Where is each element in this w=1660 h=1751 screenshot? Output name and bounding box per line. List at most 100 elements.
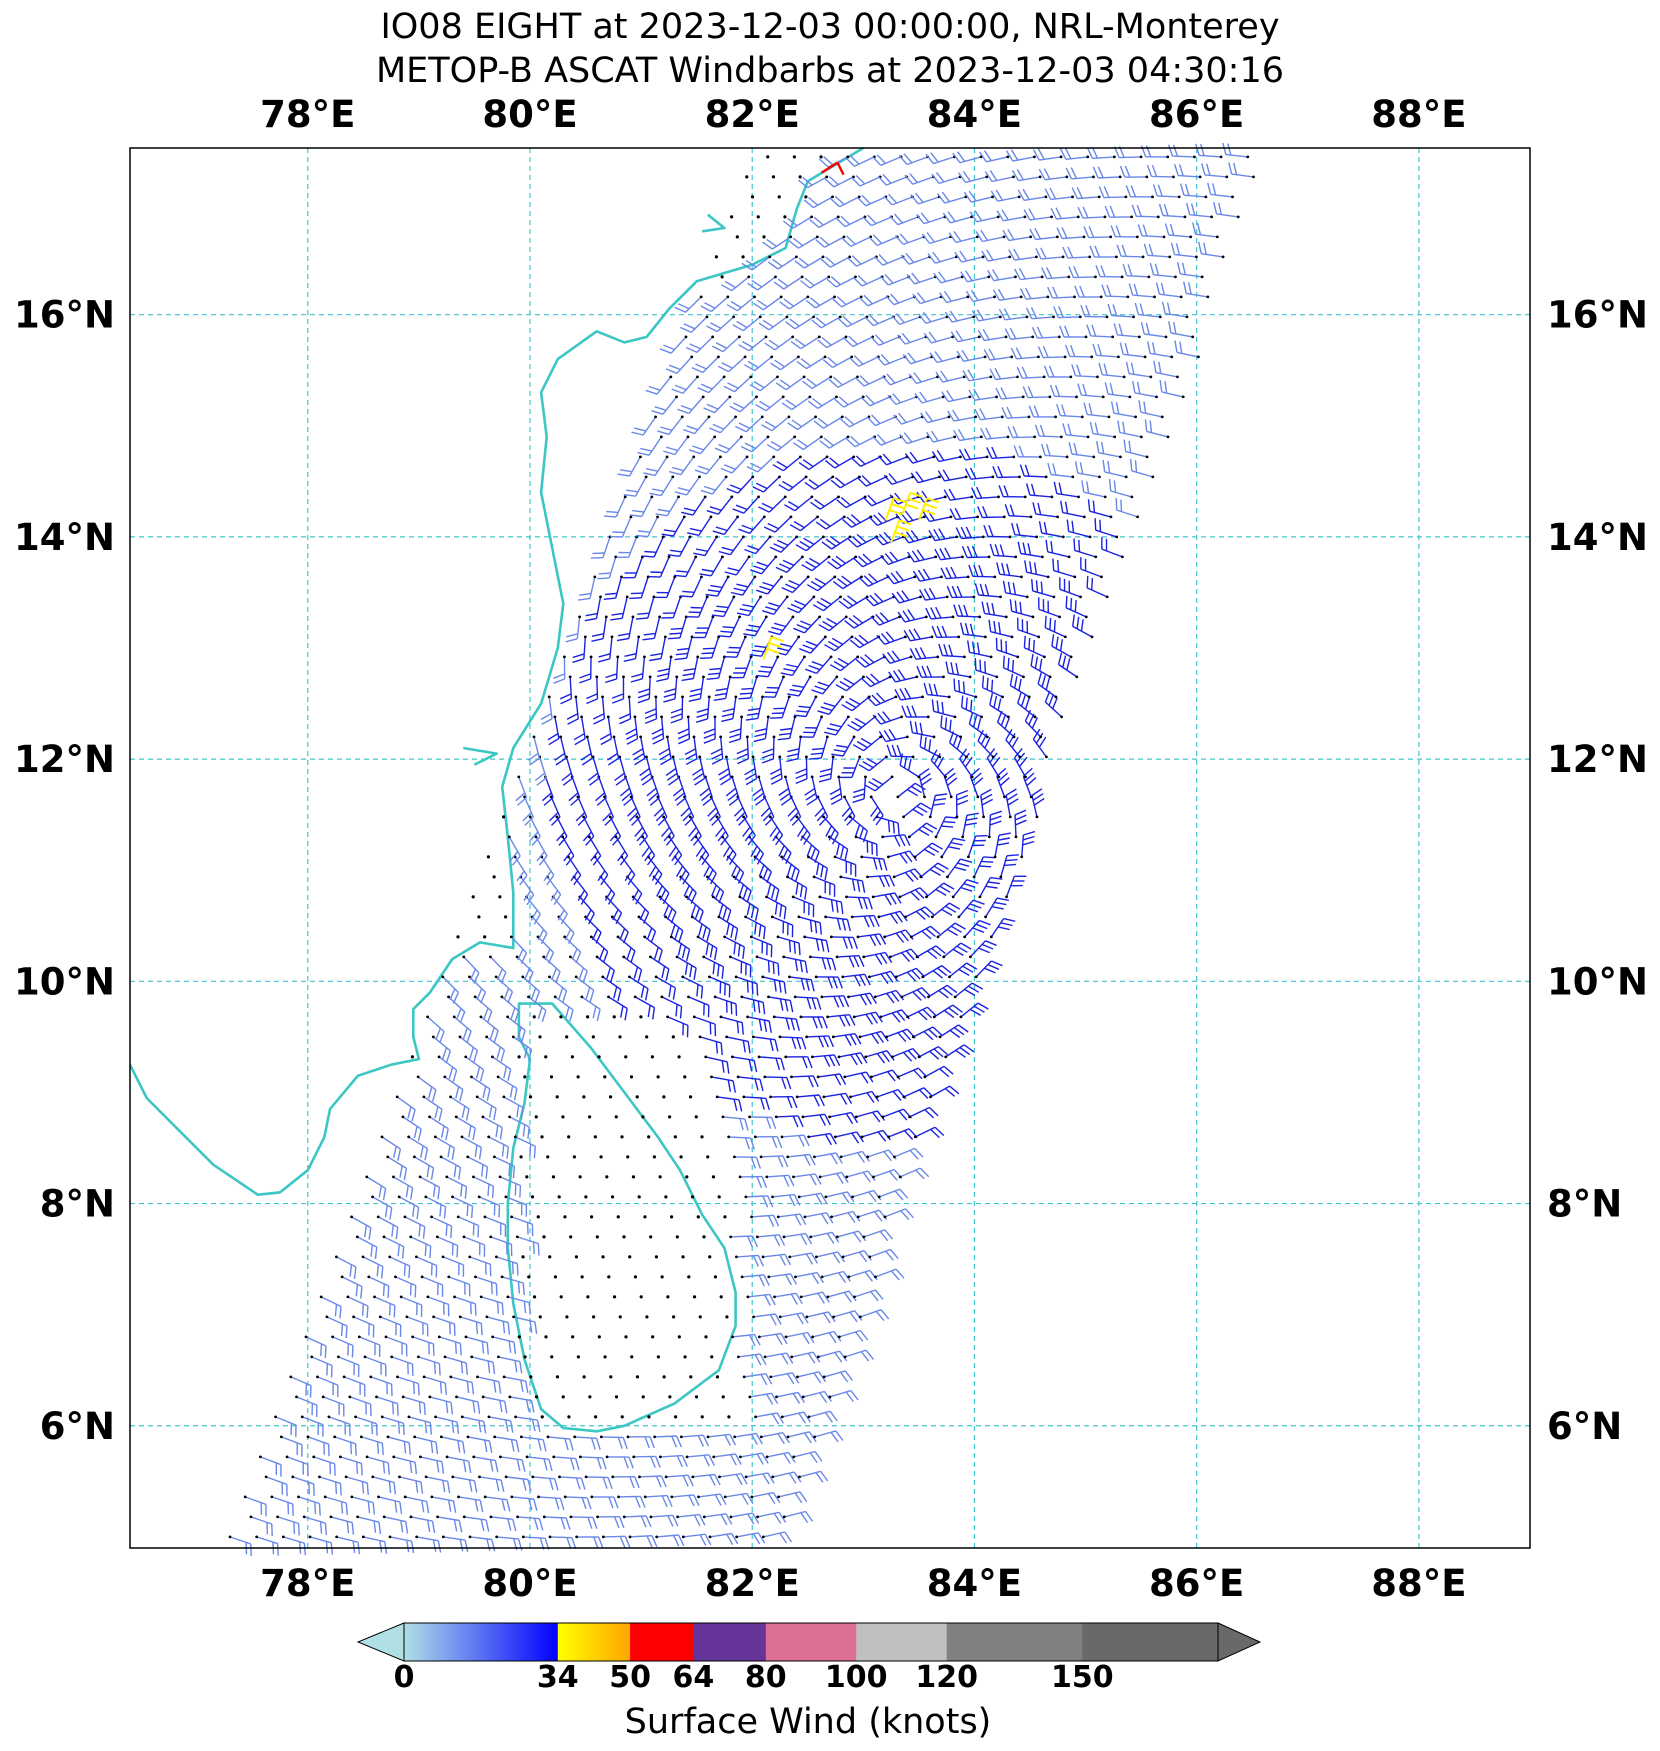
barb-flag bbox=[839, 1371, 849, 1383]
barb-base bbox=[713, 715, 717, 719]
barb-base bbox=[654, 975, 658, 979]
barb-flag bbox=[661, 533, 674, 537]
barb-staff bbox=[991, 456, 1014, 459]
barb-staff bbox=[806, 1311, 829, 1318]
barb-flag bbox=[692, 445, 704, 451]
barb-flag bbox=[815, 317, 826, 326]
barb-base bbox=[587, 835, 591, 839]
barb-flag bbox=[958, 1024, 969, 1033]
barb-flag bbox=[910, 529, 919, 541]
barb-flag bbox=[547, 952, 555, 964]
barb-flag bbox=[389, 1207, 393, 1220]
barb-flag bbox=[1023, 830, 1036, 836]
barb-flag bbox=[1099, 519, 1102, 532]
barb-flag bbox=[591, 928, 599, 941]
barb-staff bbox=[846, 896, 869, 899]
barb-staff bbox=[400, 1296, 422, 1306]
barb-staff bbox=[640, 576, 649, 599]
barb-flag bbox=[747, 360, 759, 369]
barb-staff bbox=[469, 1536, 492, 1541]
barb-flag bbox=[911, 705, 917, 718]
barb-staff bbox=[744, 1373, 767, 1378]
barb-staff bbox=[668, 416, 683, 435]
barb-flag bbox=[1007, 581, 1012, 594]
barb-base bbox=[732, 875, 736, 879]
barb-flag bbox=[776, 460, 788, 469]
barb-staff bbox=[757, 1234, 780, 1238]
barb-flag bbox=[669, 632, 682, 635]
barb-flag bbox=[866, 1092, 875, 1103]
barb-staff bbox=[718, 916, 738, 930]
barb-staff bbox=[690, 316, 708, 333]
barb-base bbox=[719, 455, 722, 459]
barb-flag bbox=[676, 797, 687, 806]
barb-flag bbox=[1022, 386, 1029, 398]
barb-flag bbox=[879, 933, 887, 945]
barb-staff bbox=[492, 1336, 515, 1343]
lake-outline bbox=[463, 746, 498, 766]
barb-flag bbox=[334, 1304, 338, 1317]
barb-flag bbox=[483, 1421, 487, 1434]
barb-flag bbox=[564, 928, 572, 941]
barb-staff bbox=[1066, 434, 1089, 438]
barb-base bbox=[1029, 795, 1033, 799]
barb-staff bbox=[779, 1036, 803, 1039]
barb-flag bbox=[499, 1400, 503, 1413]
barb-flag bbox=[771, 626, 783, 632]
barb-base bbox=[596, 1515, 599, 1519]
barb-flag bbox=[899, 853, 908, 864]
barb-staff bbox=[930, 616, 953, 620]
barb-base bbox=[601, 975, 605, 979]
barb-flag bbox=[722, 626, 735, 629]
barb-flag bbox=[755, 1157, 762, 1169]
barb-flag bbox=[881, 375, 891, 386]
barb-flag bbox=[998, 485, 1004, 497]
barb-flag bbox=[777, 647, 790, 652]
barb-flag bbox=[982, 328, 990, 341]
calm-dot bbox=[567, 1135, 571, 1139]
barb-flag bbox=[858, 296, 869, 307]
barb-flag bbox=[784, 504, 796, 512]
barb-staff bbox=[508, 836, 521, 857]
calm-dot bbox=[593, 1135, 597, 1139]
barb-flag bbox=[888, 875, 896, 887]
barb-flag bbox=[911, 550, 920, 562]
barb-flag bbox=[590, 850, 599, 862]
barb-staff bbox=[1128, 372, 1151, 378]
barb-flag bbox=[877, 455, 888, 466]
barb-flag bbox=[757, 299, 768, 308]
barb-base bbox=[729, 955, 732, 959]
barb-staff bbox=[598, 776, 607, 798]
barb-staff bbox=[840, 1150, 863, 1158]
barb-flag bbox=[538, 1518, 544, 1531]
barb-staff bbox=[747, 1293, 770, 1298]
barb-flag bbox=[696, 984, 699, 997]
barb-flag bbox=[324, 1345, 327, 1359]
barb-base bbox=[805, 1315, 809, 1319]
barb-staff bbox=[439, 1336, 461, 1345]
barb-base bbox=[466, 1155, 470, 1159]
barb-flag bbox=[1085, 305, 1091, 317]
barb-flag bbox=[1000, 714, 1007, 726]
barb-flag bbox=[920, 773, 931, 781]
barb-staff bbox=[886, 456, 908, 466]
barb-flag bbox=[904, 510, 914, 521]
barb-flag bbox=[800, 1233, 808, 1246]
barb-flag bbox=[755, 589, 768, 595]
barb-base bbox=[732, 315, 735, 319]
barb-staff bbox=[1062, 511, 1085, 518]
barb-staff bbox=[882, 834, 905, 838]
barb-staff bbox=[873, 596, 895, 607]
barb-flag bbox=[899, 910, 908, 922]
barb-base bbox=[441, 975, 445, 979]
barb-flag bbox=[737, 944, 741, 957]
barb-staff bbox=[942, 654, 965, 658]
barb-base bbox=[839, 875, 843, 879]
barb-flag bbox=[515, 792, 526, 802]
barb-flag bbox=[981, 601, 986, 614]
barb-staff bbox=[336, 1256, 357, 1268]
barb-staff bbox=[878, 910, 901, 918]
barb-base bbox=[424, 1195, 428, 1199]
barb-base bbox=[1090, 355, 1094, 359]
barb-base bbox=[681, 695, 684, 699]
